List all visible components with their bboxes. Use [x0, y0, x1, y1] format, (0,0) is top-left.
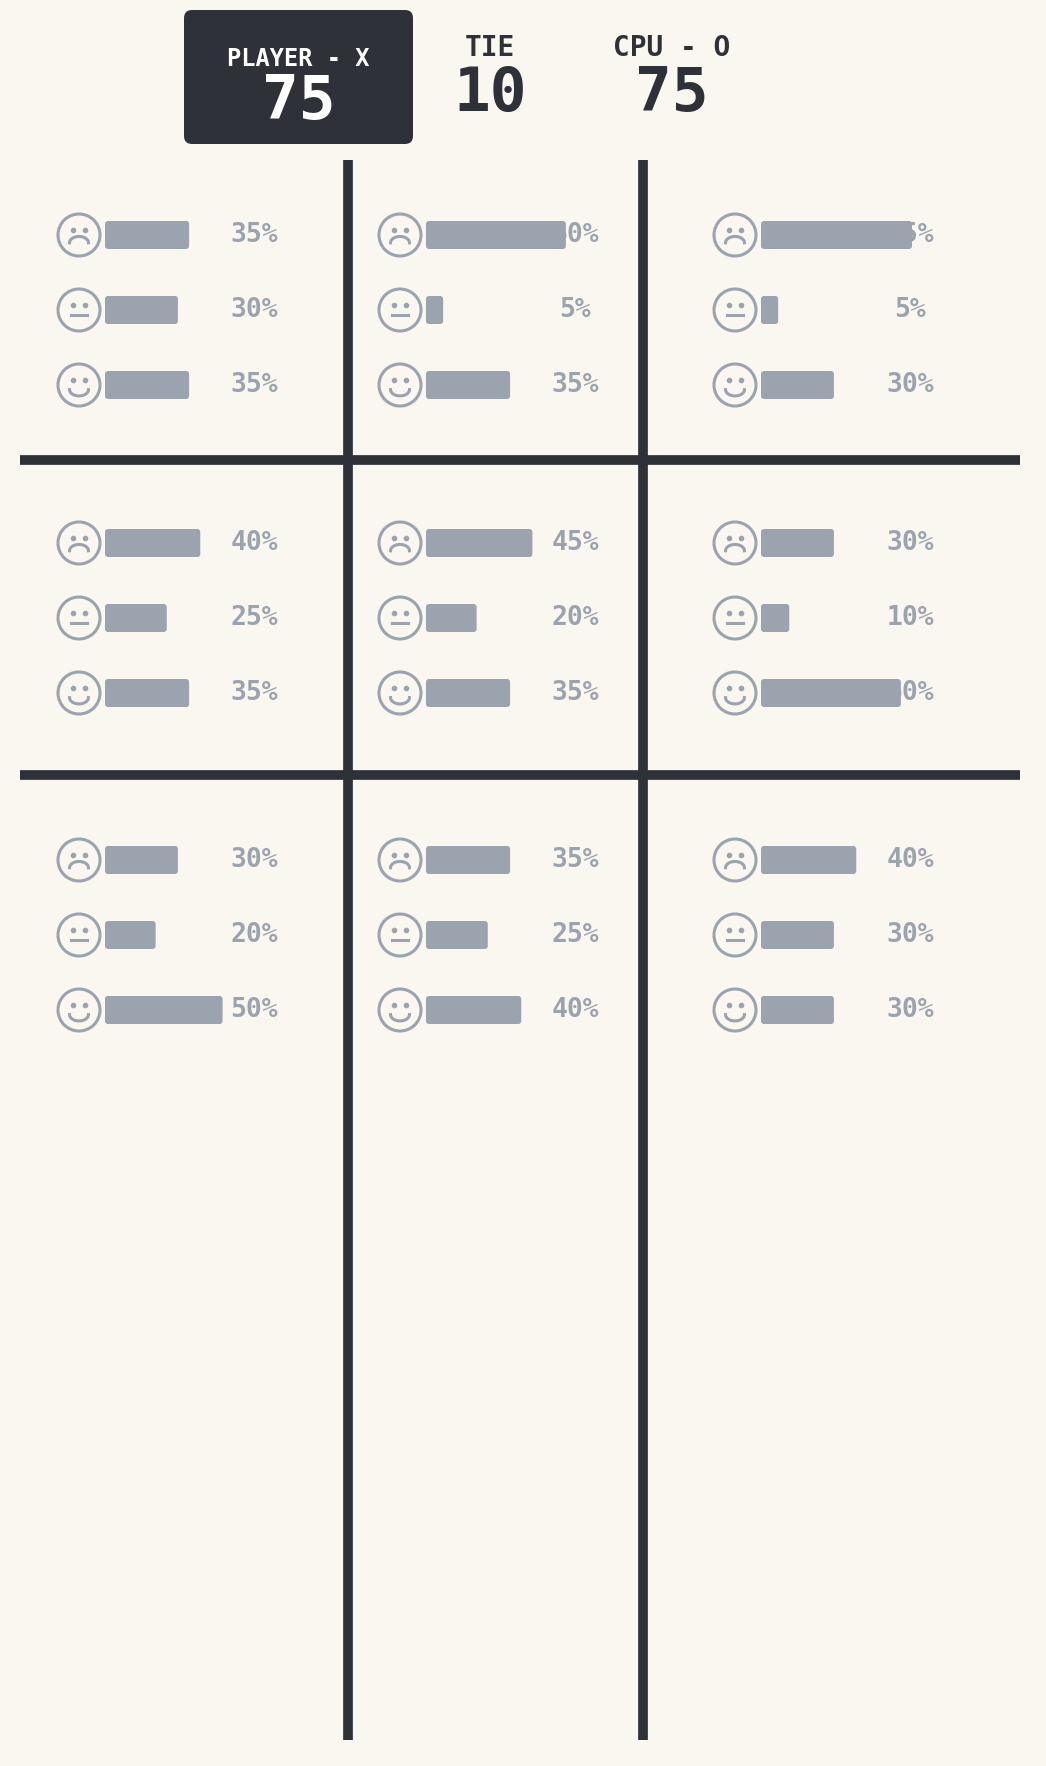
FancyBboxPatch shape — [105, 846, 178, 874]
FancyBboxPatch shape — [105, 678, 189, 706]
FancyBboxPatch shape — [426, 221, 566, 249]
Text: 5%: 5% — [560, 297, 591, 323]
FancyBboxPatch shape — [426, 297, 444, 323]
Text: 75: 75 — [635, 65, 709, 124]
FancyBboxPatch shape — [184, 11, 413, 145]
FancyBboxPatch shape — [105, 604, 166, 632]
Text: 40%: 40% — [551, 998, 598, 1023]
FancyBboxPatch shape — [426, 996, 521, 1024]
FancyBboxPatch shape — [761, 678, 901, 706]
Text: 35%: 35% — [551, 373, 598, 397]
Text: 35%: 35% — [230, 223, 278, 247]
FancyBboxPatch shape — [761, 221, 912, 249]
FancyBboxPatch shape — [426, 371, 510, 399]
FancyBboxPatch shape — [105, 297, 178, 323]
Text: 30%: 30% — [886, 922, 934, 948]
Text: 30%: 30% — [230, 848, 278, 872]
Text: TIE: TIE — [464, 34, 515, 62]
FancyBboxPatch shape — [105, 922, 156, 948]
FancyBboxPatch shape — [761, 846, 857, 874]
Text: 20%: 20% — [230, 922, 278, 948]
FancyBboxPatch shape — [426, 846, 510, 874]
Text: 10: 10 — [453, 65, 527, 124]
Text: 60%: 60% — [551, 223, 598, 247]
FancyBboxPatch shape — [105, 996, 223, 1024]
Text: 35%: 35% — [551, 848, 598, 872]
Text: 35%: 35% — [230, 373, 278, 397]
FancyBboxPatch shape — [105, 530, 200, 556]
FancyBboxPatch shape — [761, 996, 834, 1024]
Text: 75: 75 — [262, 74, 336, 132]
Text: 20%: 20% — [551, 606, 598, 630]
FancyBboxPatch shape — [761, 922, 834, 948]
FancyBboxPatch shape — [426, 530, 532, 556]
Text: PLAYER - X: PLAYER - X — [227, 48, 369, 71]
Text: CPU - O: CPU - O — [613, 34, 730, 62]
Text: 30%: 30% — [886, 373, 934, 397]
FancyBboxPatch shape — [426, 678, 510, 706]
Text: 30%: 30% — [886, 530, 934, 556]
FancyBboxPatch shape — [105, 371, 189, 399]
Text: 65%: 65% — [886, 223, 934, 247]
FancyBboxPatch shape — [761, 604, 790, 632]
FancyBboxPatch shape — [105, 221, 189, 249]
Text: 30%: 30% — [886, 998, 934, 1023]
FancyBboxPatch shape — [426, 604, 477, 632]
Text: 35%: 35% — [230, 680, 278, 706]
Text: 5%: 5% — [894, 297, 926, 323]
Text: 10%: 10% — [886, 606, 934, 630]
Text: 35%: 35% — [551, 680, 598, 706]
FancyBboxPatch shape — [761, 530, 834, 556]
Text: 30%: 30% — [230, 297, 278, 323]
Text: 50%: 50% — [230, 998, 278, 1023]
Text: 40%: 40% — [230, 530, 278, 556]
Text: 25%: 25% — [551, 922, 598, 948]
Text: 40%: 40% — [886, 848, 934, 872]
Text: 60%: 60% — [886, 680, 934, 706]
FancyBboxPatch shape — [761, 371, 834, 399]
Text: 45%: 45% — [551, 530, 598, 556]
FancyBboxPatch shape — [761, 297, 778, 323]
FancyBboxPatch shape — [426, 922, 487, 948]
Text: 25%: 25% — [230, 606, 278, 630]
